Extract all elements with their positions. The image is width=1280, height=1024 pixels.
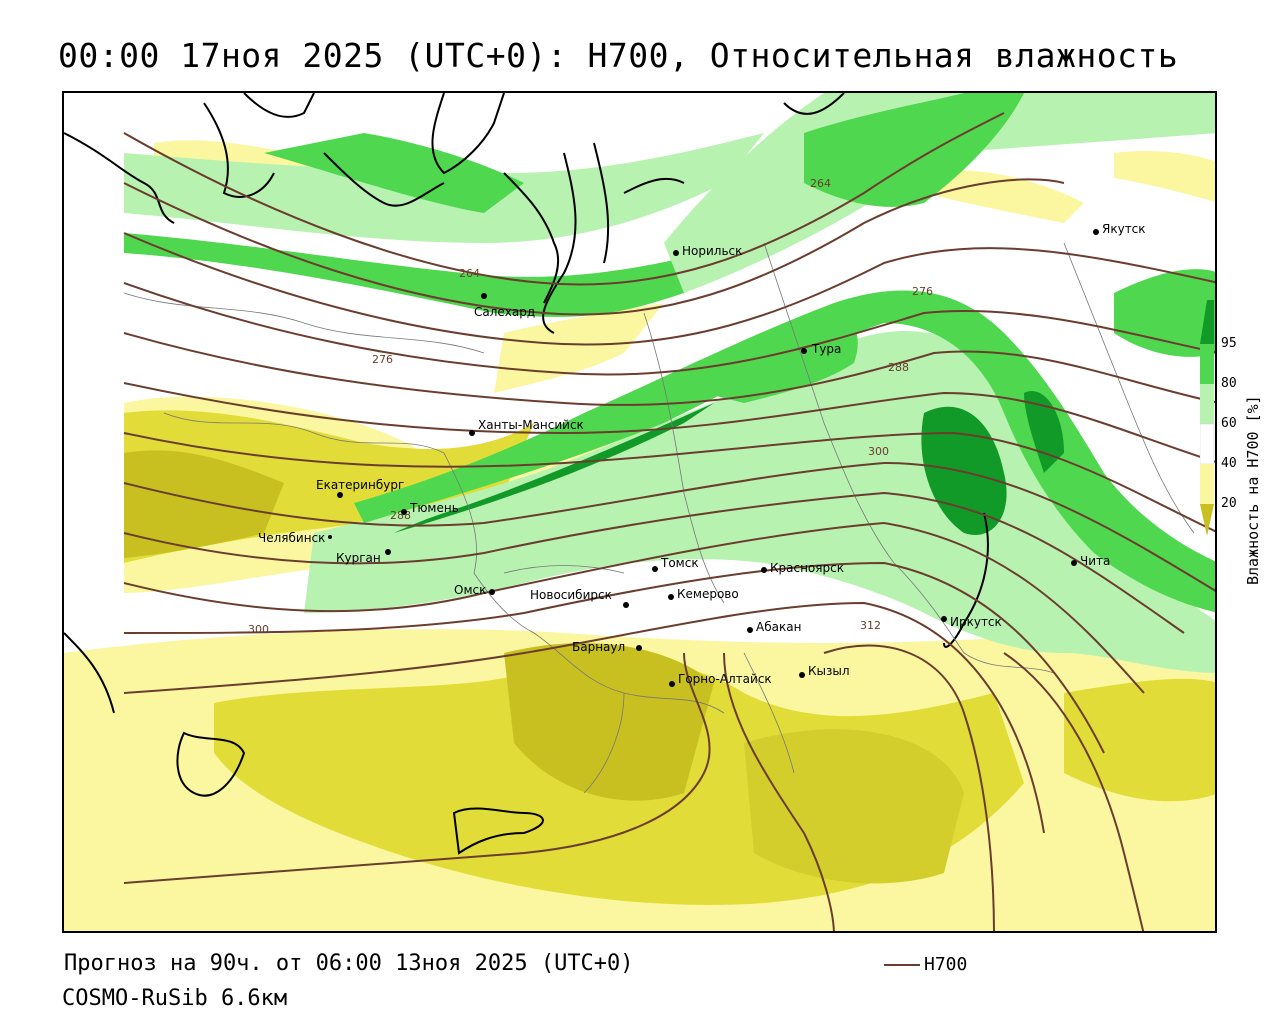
dry-areas xyxy=(64,140,1215,931)
contour-label: 300 xyxy=(868,445,889,458)
city-marker: Томск xyxy=(652,556,699,572)
svg-text:Курган: Курган xyxy=(336,551,381,565)
svg-text:Челябинск: Челябинск xyxy=(258,531,325,545)
svg-text:Горно-Алтайск: Горно-Алтайск xyxy=(678,672,772,686)
svg-text:Ханты-Мансийск: Ханты-Мансийск xyxy=(478,418,584,432)
colorbar-segment-80 xyxy=(1200,344,1214,384)
cities: Норильск Якутск Салехард Тура Ханты-Манс… xyxy=(258,222,1146,687)
coastlines xyxy=(64,93,989,855)
city-marker: Тура xyxy=(801,342,841,356)
city-marker: Омск xyxy=(454,583,495,597)
colorbar-tick: 40 xyxy=(1221,456,1237,471)
contour-label: 288 xyxy=(390,509,411,522)
colorbar-tick: 20 xyxy=(1221,496,1237,511)
map-title: 00:00 17ноя 2025 (UTC+0): H700, Относите… xyxy=(58,36,1179,75)
colorbar-tick: 80 xyxy=(1221,376,1237,391)
svg-text:Норильск: Норильск xyxy=(682,244,742,258)
city-marker: Барнаул xyxy=(572,640,642,654)
city-marker: Кемерово xyxy=(668,587,739,601)
svg-text:Екатеринбург: Екатеринбург xyxy=(316,478,404,492)
contour-label: 276 xyxy=(912,285,933,298)
city-marker: Челябинск xyxy=(258,531,332,545)
city-marker: Екатеринбург xyxy=(316,478,404,498)
colorbar-segment-40 xyxy=(1200,423,1215,465)
map-canvas: 264 264 276 276 288 288 300 300 312 Нори… xyxy=(64,93,1215,931)
map-frame: 264 264 276 276 288 288 300 300 312 Нори… xyxy=(62,91,1217,933)
svg-text:Красноярск: Красноярск xyxy=(770,561,844,575)
svg-text:Абакан: Абакан xyxy=(756,620,801,634)
svg-text:Иркутск: Иркутск xyxy=(950,615,1002,629)
colorbar-segment-20 xyxy=(1200,464,1214,504)
colorbar-title: Влажность на H700 [%] xyxy=(1244,395,1262,585)
city-marker: Салехард xyxy=(474,293,535,319)
svg-text:Барнаул: Барнаул xyxy=(572,640,625,654)
city-marker: Красноярск xyxy=(761,561,844,575)
colorbar-tick: 60 xyxy=(1221,416,1237,431)
svg-text:Чита: Чита xyxy=(1080,554,1110,568)
h700-contours xyxy=(123,112,1215,931)
colorbar-tick: 95 xyxy=(1221,336,1237,351)
svg-text:Кызыл: Кызыл xyxy=(808,664,850,678)
h700-legend-line xyxy=(884,964,920,966)
contour-labels: 264 264 276 276 288 288 300 300 312 xyxy=(248,177,933,636)
forecast-info: Прогноз на 90ч. от 06:00 13ноя 2025 (UTC… xyxy=(64,951,634,976)
city-marker: Якутск xyxy=(1093,222,1146,236)
model-info: COSMO-RuSib 6.6км xyxy=(62,986,288,1011)
contour-label: 264 xyxy=(810,177,831,190)
contour-label: 300 xyxy=(248,623,269,636)
contour-label: 312 xyxy=(860,619,881,632)
city-marker: Абакан xyxy=(747,620,801,634)
svg-text:Новосибирск: Новосибирск xyxy=(530,588,612,602)
city-marker: Новосибирск xyxy=(530,588,629,608)
h700-legend-label: H700 xyxy=(924,954,968,975)
svg-text:Омск: Омск xyxy=(454,583,486,597)
svg-text:Томск: Томск xyxy=(660,556,699,570)
city-marker: Тюмень xyxy=(401,501,459,515)
city-marker: Кызыл xyxy=(799,664,850,678)
contour-label: 276 xyxy=(372,353,393,366)
svg-text:Тюмень: Тюмень xyxy=(409,501,459,515)
svg-text:Салехард: Салехард xyxy=(474,305,535,319)
city-marker: Иркутск xyxy=(941,615,1002,629)
svg-text:Кемерово: Кемерово xyxy=(677,587,739,601)
city-marker: Ханты-Мансийск xyxy=(469,418,584,436)
colorbar-segment-95 xyxy=(1200,300,1214,344)
colorbar-segment-0 xyxy=(1200,504,1214,536)
svg-text:Якутск: Якутск xyxy=(1102,222,1146,236)
city-marker: Горно-Алтайск xyxy=(669,672,772,687)
city-marker: Норильск xyxy=(673,244,742,258)
city-marker: Чита xyxy=(1071,554,1110,568)
city-marker: Курган xyxy=(336,549,391,565)
admin-borders xyxy=(123,242,1195,794)
contour-label: 264 xyxy=(459,267,480,280)
svg-text:Тура: Тура xyxy=(811,342,841,356)
colorbar-segment-60 xyxy=(1200,384,1214,424)
contour-label: 288 xyxy=(888,361,909,374)
humidity-colorbar xyxy=(1200,300,1215,536)
